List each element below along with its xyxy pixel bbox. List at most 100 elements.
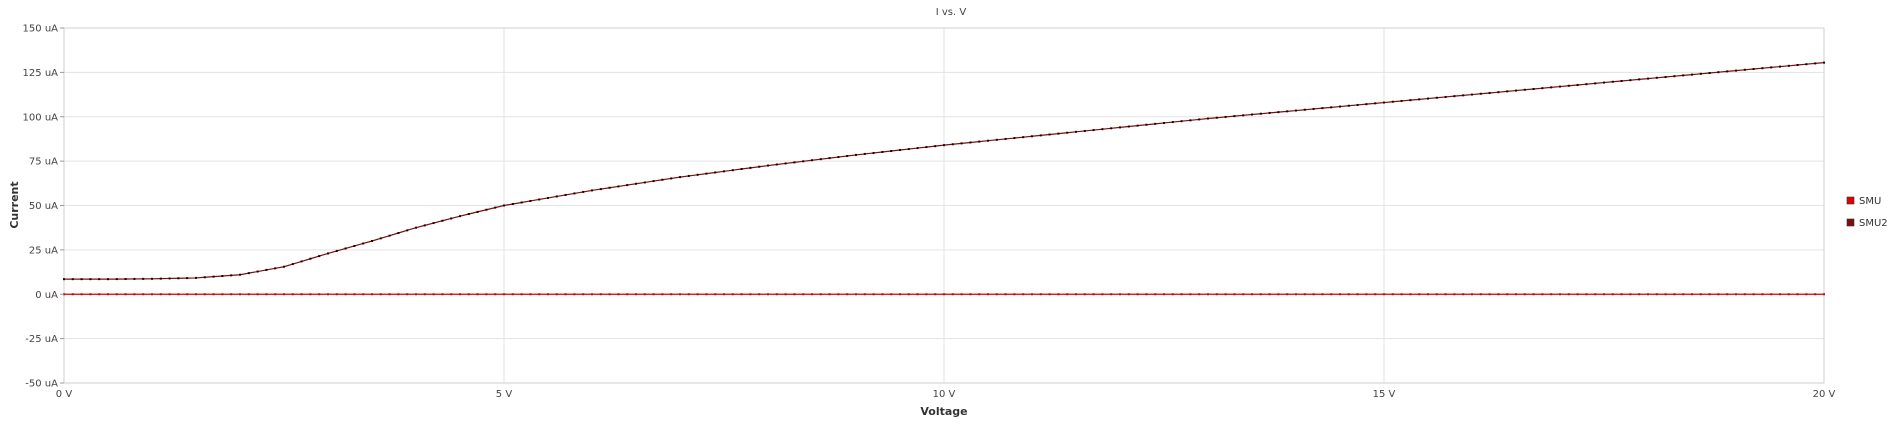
data-point-smu xyxy=(1603,293,1605,296)
data-point-smu2 xyxy=(1814,62,1817,65)
data-point-smu xyxy=(1814,293,1817,296)
data-point-smu xyxy=(907,293,910,296)
data-point-smu xyxy=(538,293,541,296)
data-point-smu xyxy=(1673,293,1676,296)
data-point-smu xyxy=(1321,293,1324,296)
legend[interactable]: SMU SMU2 xyxy=(1846,196,1888,229)
data-point-smu xyxy=(1418,293,1421,296)
data-point-smu2 xyxy=(1295,109,1297,112)
data-point-smu2 xyxy=(890,150,893,153)
data-point-smu2 xyxy=(124,278,127,281)
data-point-smu2 xyxy=(503,204,505,207)
data-point-smu2 xyxy=(863,152,866,155)
data-point-smu2 xyxy=(415,226,417,229)
data-point-smu2 xyxy=(1770,66,1773,69)
data-point-smu2 xyxy=(133,277,136,280)
data-point-smu xyxy=(652,293,655,296)
data-point-smu2 xyxy=(89,278,92,281)
data-point-smu2 xyxy=(1110,127,1113,130)
y-tick-label: 50 uA xyxy=(29,201,58,212)
data-point-smu2 xyxy=(749,166,752,169)
data-point-smu xyxy=(203,293,206,296)
data-point-smu2 xyxy=(758,165,761,168)
data-point-smu2 xyxy=(1303,108,1306,111)
data-point-smu xyxy=(1198,293,1201,296)
data-point-smu2 xyxy=(872,151,875,154)
data-point-smu xyxy=(1312,293,1315,296)
data-point-smu xyxy=(564,293,567,296)
data-point-smu xyxy=(749,293,752,296)
data-point-smu xyxy=(1022,293,1025,296)
data-point-smu2 xyxy=(617,185,620,188)
data-point-smu xyxy=(485,293,488,296)
data-point-smu xyxy=(1444,293,1447,296)
data-point-smu xyxy=(1233,293,1236,296)
y-tick-label: -50 uA xyxy=(25,379,58,390)
data-point-smu xyxy=(1708,293,1711,296)
x-axis-title: Voltage xyxy=(920,405,967,418)
data-point-smu2 xyxy=(661,178,664,181)
data-point-smu xyxy=(1110,293,1113,296)
data-point-smu xyxy=(705,293,708,296)
data-point-smu xyxy=(511,293,514,296)
data-point-smu2 xyxy=(1805,63,1808,66)
data-point-smu2 xyxy=(159,277,162,280)
data-point-smu2 xyxy=(1647,77,1649,80)
data-point-smu2 xyxy=(1391,100,1394,103)
data-point-smu xyxy=(687,293,690,296)
data-point-smu2 xyxy=(327,252,329,255)
data-point-smu2 xyxy=(1268,111,1271,114)
y-tick-label: 100 uA xyxy=(23,112,59,123)
data-point-smu xyxy=(1787,293,1790,296)
data-point-smu xyxy=(1453,293,1456,296)
data-point-smu xyxy=(327,293,329,296)
data-point-smu xyxy=(1004,293,1007,296)
legend-item-smu2[interactable]: SMU2 xyxy=(1846,218,1888,229)
legend-item-smu[interactable]: SMU xyxy=(1846,196,1881,207)
data-point-smu xyxy=(1127,293,1130,296)
data-point-smu xyxy=(1655,293,1658,296)
data-point-smu2 xyxy=(1620,79,1623,82)
data-point-smu2 xyxy=(591,189,593,192)
data-point-smu xyxy=(1735,293,1737,296)
data-point-smu xyxy=(520,293,523,296)
data-point-smu xyxy=(784,293,787,296)
data-point-smu2 xyxy=(1691,73,1693,76)
data-point-smu2 xyxy=(467,213,470,216)
data-point-smu2 xyxy=(379,237,382,240)
data-point-smu xyxy=(881,293,884,296)
data-point-smu2 xyxy=(520,201,523,204)
data-point-smu xyxy=(300,293,303,296)
data-point-smu xyxy=(415,293,417,296)
data-point-smu2 xyxy=(239,273,241,276)
data-point-smu2 xyxy=(230,274,233,277)
data-point-smu2 xyxy=(811,159,813,162)
data-point-smu2 xyxy=(115,278,118,281)
data-point-smu xyxy=(1506,293,1509,296)
data-point-smu xyxy=(1647,293,1649,296)
data-point-smu2 xyxy=(1048,133,1051,136)
data-point-smu2 xyxy=(212,275,215,278)
data-point-smu xyxy=(503,293,505,296)
data-point-smu xyxy=(758,293,761,296)
data-point-smu xyxy=(353,293,356,296)
data-point-smu xyxy=(969,293,972,296)
data-point-smu xyxy=(1567,293,1570,296)
data-point-smu2 xyxy=(608,186,611,189)
data-point-smu xyxy=(1796,293,1799,296)
legend-label: SMU2 xyxy=(1859,218,1888,229)
data-point-smu2 xyxy=(1717,71,1720,74)
data-point-smu xyxy=(1717,293,1720,296)
data-point-smu2 xyxy=(1083,129,1086,132)
data-point-smu2 xyxy=(881,150,884,153)
data-point-smu2 xyxy=(1576,83,1579,86)
data-point-smu2 xyxy=(476,210,479,213)
data-point-smu2 xyxy=(247,272,250,275)
data-point-smu2 xyxy=(1664,75,1667,78)
y-tick-label: 150 uA xyxy=(23,24,59,35)
data-point-smu2 xyxy=(71,278,74,281)
data-point-smu xyxy=(1215,293,1218,296)
data-point-smu xyxy=(1462,293,1465,296)
data-point-smu xyxy=(1435,293,1438,296)
data-point-smu2 xyxy=(705,172,708,175)
